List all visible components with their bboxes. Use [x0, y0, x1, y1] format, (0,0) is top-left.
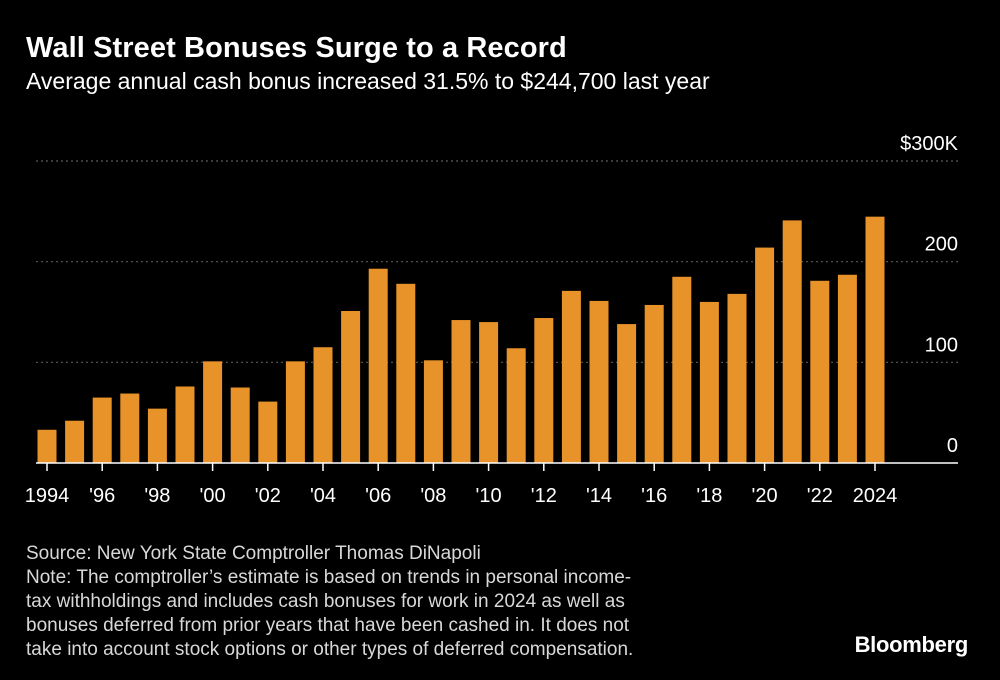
bar-2005 — [341, 310, 361, 463]
bar-2007 — [396, 283, 416, 463]
note-line: tax withholdings and includes cash bonus… — [26, 591, 625, 612]
bar-2000 — [203, 361, 223, 463]
bloomberg-logo: Bloomberg — [854, 632, 969, 657]
x-tick-label: '06 — [365, 485, 391, 507]
bar-1997 — [120, 393, 140, 463]
bar-2023 — [837, 274, 857, 463]
x-tick-label: '98 — [144, 485, 170, 507]
x-tick-label: '00 — [200, 485, 226, 507]
bar-2018 — [699, 301, 719, 463]
bar-2020 — [755, 247, 775, 463]
bars — [37, 216, 885, 463]
chart-subtitle: Average annual cash bonus increased 31.5… — [26, 68, 710, 94]
x-tick-label: '16 — [641, 485, 667, 507]
x-tick-label: '04 — [310, 485, 336, 507]
x-tick-label: '20 — [752, 485, 778, 507]
bar-1995 — [65, 420, 85, 463]
y-tick-label: 100 — [925, 334, 958, 356]
bar-2004 — [313, 347, 333, 463]
note-line: Note: The comptroller’s estimate is base… — [26, 567, 632, 588]
bar-1996 — [92, 397, 112, 463]
bar-2014 — [589, 300, 609, 463]
bar-2009 — [451, 320, 471, 463]
bar-2017 — [672, 276, 692, 463]
x-tick-label: '08 — [420, 485, 446, 507]
y-axis-labels: 0 100 200 $300K — [900, 133, 958, 457]
x-tick-label: 1994 — [25, 485, 70, 507]
chart-title: Wall Street Bonuses Surge to a Record — [26, 32, 567, 64]
bar-2003 — [285, 361, 305, 463]
bar-2010 — [479, 322, 499, 463]
bar-1999 — [175, 386, 195, 463]
bar-2015 — [617, 324, 637, 463]
x-axis — [36, 462, 958, 471]
y-tick-label: 200 — [925, 234, 958, 256]
x-tick-label: '18 — [696, 485, 722, 507]
x-tick-label: 2024 — [853, 485, 898, 507]
bar-2012 — [534, 318, 554, 463]
x-axis-labels: 1994 '96 '98 '00 '02 '04 '06 '08 '10 '12 '14 '16 '18… — [25, 485, 898, 507]
footer: Source: New York State Comptroller Thoma… — [26, 542, 786, 662]
note-line: bonuses deferred from prior years that h… — [26, 615, 630, 636]
bar-2002 — [258, 401, 278, 463]
bar-2024 — [865, 216, 885, 463]
bar-1998 — [147, 408, 167, 463]
x-tick-label: '96 — [89, 485, 115, 507]
x-tick-label: '22 — [807, 485, 833, 507]
bar-2016 — [644, 304, 664, 463]
y-tick-label: 0 — [947, 435, 958, 457]
bar-2008 — [423, 360, 443, 463]
bar-1994 — [37, 429, 57, 463]
bar-2006 — [368, 268, 388, 463]
source-text: Source: New York State Comptroller Thoma… — [26, 543, 481, 564]
note-line: take into account stock options or other… — [26, 639, 634, 660]
x-tick-label: '02 — [255, 485, 281, 507]
bar-2021 — [782, 220, 802, 463]
x-tick-label: '10 — [476, 485, 502, 507]
y-tick-label: $300K — [900, 133, 958, 155]
bar-2013 — [561, 290, 581, 463]
x-tick-label: '14 — [586, 485, 612, 507]
bar-2019 — [727, 293, 747, 463]
bar-2001 — [230, 387, 250, 463]
x-tick-label: '12 — [531, 485, 557, 507]
bar-2022 — [810, 280, 830, 463]
bar-2011 — [506, 348, 526, 463]
